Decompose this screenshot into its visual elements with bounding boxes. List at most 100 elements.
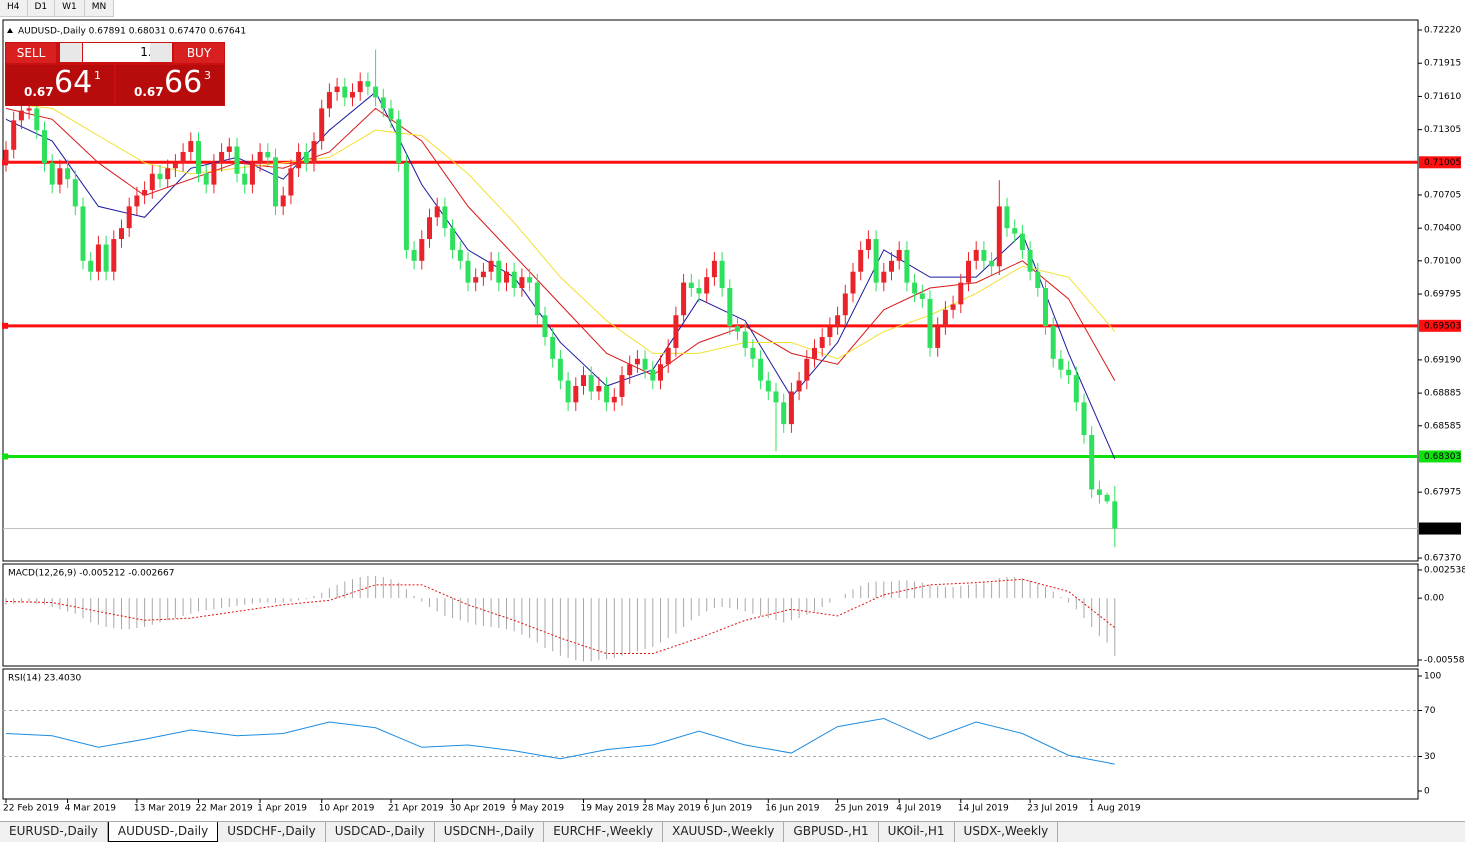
candle-body (72, 179, 78, 207)
candle-body (981, 249, 987, 261)
candle-body (396, 119, 402, 163)
buy-quote[interactable]: 0.67 66 3 (116, 65, 224, 105)
candle-body (557, 358, 563, 381)
candle-body (88, 260, 94, 272)
level-label: 0.71005 (1424, 158, 1461, 168)
y-tick-label: 70 (1424, 706, 1436, 716)
y-tick-label: 100 (1424, 672, 1441, 682)
candle-body (511, 271, 517, 289)
macd-pane (2, 563, 1419, 667)
candle-body (234, 146, 240, 174)
symbol-tab[interactable]: XAUUSD-,Weekly (663, 822, 785, 842)
candle-body (303, 151, 309, 163)
macd-title: MACD(12,26,9) -0.005212 -0.002667 (8, 569, 174, 579)
y-tick-label: 0 (1424, 786, 1430, 796)
candle-body (296, 151, 302, 169)
candle-body (149, 173, 155, 191)
level-label-box (1419, 450, 1461, 463)
candle-body (504, 271, 509, 283)
level-handle (2, 322, 8, 329)
symbol-tab[interactable]: USDCAD-,Daily (326, 822, 435, 842)
x-tick-label: 14 Jul 2019 (958, 804, 1009, 814)
candle-body (619, 375, 625, 397)
symbol-tab[interactable]: EURCHF-,Weekly (544, 822, 664, 842)
candle-body (881, 271, 887, 283)
symbol-tab[interactable]: USDCHF-,Daily (218, 822, 326, 842)
candle-body (519, 277, 525, 289)
level-label-box (1419, 319, 1461, 332)
candle-body (966, 260, 971, 283)
candle-body (527, 277, 533, 283)
candle-body (1043, 288, 1048, 327)
rsi-pane (2, 668, 1419, 800)
candle-body (1050, 326, 1056, 359)
candle-body (896, 249, 902, 261)
rsi-title: RSI(14) 23.4030 (8, 674, 81, 684)
timeframe-button[interactable]: D1 (28, 0, 56, 16)
x-tick-label: 16 Jun 2019 (765, 804, 819, 814)
rsi-line (5, 718, 1115, 765)
candle-body (80, 206, 86, 261)
candle-body (765, 380, 771, 392)
candle-body (935, 326, 941, 348)
candle-body (188, 141, 194, 152)
symbol-tab[interactable]: USDCNH-,Daily (435, 822, 545, 842)
sell-quote[interactable]: 0.67 64 1 (6, 65, 114, 105)
timeframe-button[interactable]: MN (85, 0, 115, 16)
x-tick-label: 4 Mar 2019 (65, 804, 117, 814)
candle-body (172, 162, 178, 169)
candle-body (750, 347, 756, 359)
y-tick-label: 0.68885 (1424, 389, 1461, 399)
candle-body (658, 364, 663, 381)
price-small: 3 (204, 69, 211, 82)
candle-body (927, 298, 933, 348)
symbol-tab[interactable]: GBPUSD-,H1 (784, 822, 879, 842)
candle-body (650, 369, 656, 381)
sell-button[interactable]: SELL (6, 43, 56, 63)
candle-body (334, 86, 340, 93)
buy-button[interactable]: BUY (174, 43, 224, 63)
candle-body (119, 228, 124, 240)
candle-body (427, 217, 432, 240)
y-tick-label: 0.67975 (1424, 488, 1461, 498)
candle-body (889, 260, 894, 272)
symbol-tab[interactable]: AUDUSD-,Daily (107, 822, 219, 842)
moving-average (5, 102, 1116, 360)
candle-body (711, 260, 717, 278)
lot-down[interactable] (60, 43, 82, 62)
candle-body (311, 141, 317, 163)
candle-body (211, 162, 217, 185)
level-label-box (1419, 156, 1461, 169)
candle-body (796, 380, 802, 392)
symbol-tab[interactable]: EURUSD-,Daily (0, 822, 108, 842)
main-pane (2, 19, 1419, 562)
candle-body (11, 120, 17, 150)
candle-body (611, 396, 617, 403)
candle-body (858, 249, 864, 272)
candle-body (442, 206, 448, 229)
lot-up[interactable] (150, 43, 172, 62)
candle-body (942, 309, 948, 327)
candle-body (550, 337, 556, 359)
price-big: 0.67 (24, 85, 54, 99)
candle-body (565, 380, 571, 403)
candle-body (142, 190, 148, 196)
candle-body (288, 168, 294, 196)
symbol-tab[interactable]: USDX-,Weekly (955, 822, 1059, 842)
x-tick-label: 25 Jun 2019 (835, 804, 889, 814)
y-tick-label: 0.00 (1424, 594, 1444, 604)
candle-body (219, 151, 225, 163)
timeframe-button[interactable]: W1 (55, 0, 85, 16)
candle-body (758, 358, 764, 381)
timeframe-button[interactable]: H4 (0, 0, 28, 16)
signal-line (5, 578, 1116, 655)
candle-body (1035, 271, 1041, 289)
candle-body (280, 195, 286, 207)
y-tick-label: 30 (1424, 752, 1436, 762)
x-tick-label: 1 Aug 2019 (1089, 804, 1141, 814)
y-tick-label: 0.71915 (1424, 59, 1461, 69)
symbol-tab[interactable]: UKOil-,H1 (879, 822, 955, 842)
chart-title: AUDUSD-,Daily 0.67891 0.68031 0.67470 0.… (18, 27, 246, 37)
y-tick-label: 0.70100 (1424, 256, 1461, 266)
